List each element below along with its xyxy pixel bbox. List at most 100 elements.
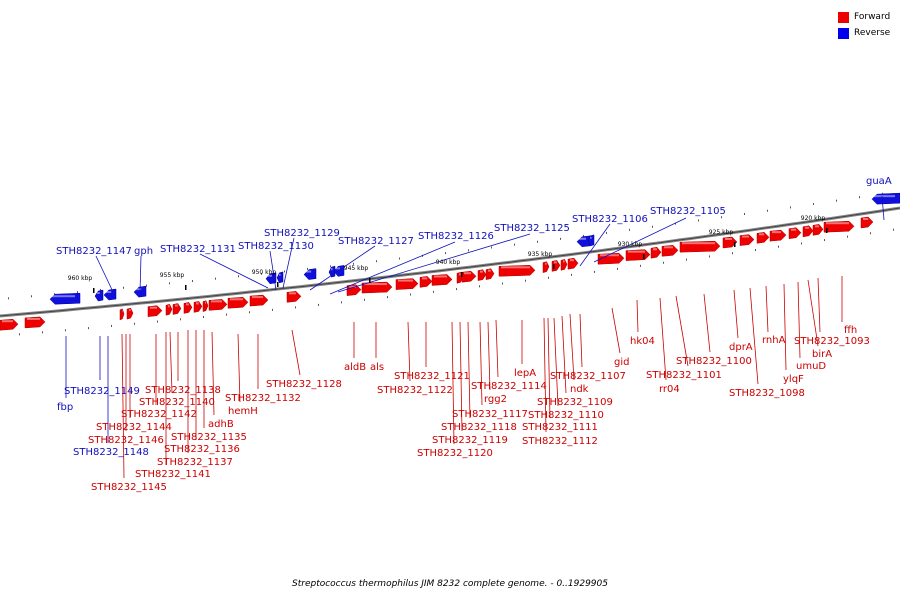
forward-gene[interactable] bbox=[679, 240, 721, 253]
forward-gene[interactable] bbox=[361, 281, 393, 294]
reverse-gene-label[interactable]: STH8232_1127 bbox=[338, 236, 414, 247]
reverse-gene[interactable] bbox=[94, 289, 104, 302]
forward-gene-label[interactable]: STH8232_1107 bbox=[550, 371, 626, 382]
forward-gene-label[interactable]: STH8232_1146 bbox=[88, 435, 164, 446]
forward-gene-label[interactable]: STH8232_1137 bbox=[157, 457, 233, 468]
reverse-gene-label[interactable]: STH8232_1126 bbox=[418, 231, 494, 242]
reverse-gene[interactable] bbox=[303, 268, 317, 280]
forward-gene-label[interactable]: STH8232_1098 bbox=[729, 388, 805, 399]
forward-gene[interactable] bbox=[567, 257, 579, 270]
forward-gene-label[interactable]: STH8232_1111 bbox=[522, 422, 598, 433]
forward-gene[interactable] bbox=[788, 227, 802, 239]
forward-gene[interactable] bbox=[119, 308, 125, 321]
forward-gene-label[interactable]: STH8232_1101 bbox=[646, 370, 722, 381]
forward-gene[interactable] bbox=[802, 225, 814, 238]
forward-gene-label[interactable]: STH8232_1120 bbox=[417, 448, 493, 459]
forward-gene-label[interactable]: gid bbox=[614, 357, 629, 368]
forward-gene-label[interactable]: hk04 bbox=[630, 336, 655, 347]
forward-gene[interactable] bbox=[126, 307, 134, 320]
forward-gene[interactable] bbox=[597, 252, 625, 265]
reverse-gene-label[interactable]: STH8232_1129 bbox=[264, 228, 340, 239]
forward-gene-label[interactable]: STH8232_1117 bbox=[452, 409, 528, 420]
forward-gene-label[interactable]: STH8232_1141 bbox=[135, 469, 211, 480]
forward-gene-label[interactable]: STH8232_1100 bbox=[676, 356, 752, 367]
forward-gene-label[interactable]: STH8232_1110 bbox=[528, 410, 604, 421]
forward-gene[interactable] bbox=[769, 229, 787, 242]
forward-gene[interactable] bbox=[193, 301, 203, 313]
forward-gene-label[interactable]: rnhA bbox=[762, 335, 786, 346]
reverse-gene-label[interactable]: STH8232_1148 bbox=[73, 447, 149, 458]
forward-gene[interactable] bbox=[286, 291, 302, 303]
reverse-gene-label[interactable]: STH8232_1149 bbox=[64, 386, 140, 397]
forward-gene-label[interactable]: birA bbox=[812, 349, 832, 360]
forward-gene[interactable] bbox=[183, 302, 193, 314]
forward-gene[interactable] bbox=[756, 232, 770, 244]
reverse-gene-label[interactable]: STH8232_1147 bbox=[56, 246, 132, 257]
forward-gene-label[interactable]: als bbox=[370, 362, 384, 373]
forward-gene-label[interactable]: aldB bbox=[344, 362, 366, 373]
forward-gene-label[interactable]: STH8232_1122 bbox=[377, 385, 453, 396]
reverse-gene-label[interactable]: fbp bbox=[57, 402, 73, 413]
forward-gene-label[interactable]: STH8232_1145 bbox=[91, 482, 167, 493]
forward-gene-label[interactable]: ffh bbox=[844, 325, 857, 336]
forward-gene-label[interactable]: adhB bbox=[208, 419, 234, 430]
forward-gene[interactable] bbox=[477, 269, 487, 281]
forward-gene[interactable] bbox=[172, 303, 182, 315]
forward-gene[interactable] bbox=[498, 265, 536, 277]
forward-gene-label[interactable]: umuD bbox=[796, 361, 826, 372]
reverse-gene[interactable] bbox=[276, 271, 284, 284]
forward-gene-label[interactable]: STH8232_1140 bbox=[139, 397, 215, 408]
forward-gene-label[interactable]: STH8232_1118 bbox=[441, 422, 517, 433]
reverse-gene[interactable] bbox=[333, 265, 345, 277]
forward-gene[interactable] bbox=[431, 274, 453, 286]
forward-gene[interactable] bbox=[461, 270, 477, 283]
forward-gene-label[interactable]: STH8232_1136 bbox=[164, 444, 240, 455]
forward-gene[interactable] bbox=[227, 297, 249, 309]
forward-gene-label[interactable]: STH8232_1138 bbox=[145, 385, 221, 396]
forward-gene[interactable] bbox=[860, 216, 874, 229]
forward-gene-label[interactable]: STH8232_1119 bbox=[432, 435, 508, 446]
forward-gene-label[interactable]: STH8232_1121 bbox=[394, 371, 470, 382]
forward-gene-label[interactable]: STH8232_1093 bbox=[794, 336, 870, 347]
reverse-gene[interactable] bbox=[49, 292, 81, 305]
forward-gene-label[interactable]: rgg2 bbox=[484, 394, 507, 405]
forward-gene-label[interactable]: STH8232_1132 bbox=[225, 393, 301, 404]
forward-gene[interactable] bbox=[346, 284, 362, 296]
reverse-gene-label[interactable]: STH8232_1106 bbox=[572, 214, 648, 225]
forward-gene-label[interactable]: STH8232_1109 bbox=[537, 397, 613, 408]
forward-gene-label[interactable]: rr04 bbox=[659, 384, 680, 395]
reverse-gene-label[interactable]: guaA bbox=[866, 176, 892, 187]
forward-gene-label[interactable]: ndk bbox=[570, 384, 589, 395]
forward-gene[interactable] bbox=[147, 305, 163, 317]
reverse-gene[interactable] bbox=[103, 288, 117, 301]
reverse-gene-label[interactable]: STH8232_1105 bbox=[650, 206, 726, 217]
forward-gene-label[interactable]: STH8232_1114 bbox=[471, 381, 547, 392]
forward-gene-label[interactable]: STH8232_1128 bbox=[266, 379, 342, 390]
forward-gene-label[interactable]: STH8232_1142 bbox=[121, 409, 197, 420]
forward-gene[interactable] bbox=[165, 303, 173, 316]
forward-gene-label[interactable]: lepA bbox=[514, 368, 536, 379]
forward-gene[interactable] bbox=[0, 318, 19, 331]
reverse-gene[interactable] bbox=[871, 192, 900, 205]
forward-gene[interactable] bbox=[249, 294, 269, 307]
forward-gene[interactable] bbox=[202, 300, 209, 312]
reverse-gene-label[interactable]: gph bbox=[134, 246, 153, 257]
reverse-gene[interactable] bbox=[587, 234, 595, 247]
forward-gene-label[interactable]: dprA bbox=[729, 342, 753, 353]
reverse-gene-label[interactable]: STH8232_1130 bbox=[238, 241, 314, 252]
forward-gene[interactable] bbox=[823, 220, 855, 233]
forward-gene-label[interactable]: hemH bbox=[228, 406, 258, 417]
forward-gene[interactable] bbox=[419, 276, 433, 288]
forward-gene[interactable] bbox=[812, 224, 824, 236]
forward-gene-label[interactable]: STH8232_1144 bbox=[96, 422, 172, 433]
forward-gene-label[interactable]: ylqF bbox=[783, 374, 804, 385]
forward-gene[interactable] bbox=[661, 245, 679, 257]
forward-gene[interactable] bbox=[560, 259, 568, 271]
forward-gene[interactable] bbox=[485, 268, 495, 280]
forward-gene[interactable] bbox=[208, 299, 228, 311]
forward-gene[interactable] bbox=[739, 234, 755, 246]
forward-gene-label[interactable]: STH8232_1112 bbox=[522, 436, 598, 447]
reverse-gene-label[interactable]: STH8232_1131 bbox=[160, 244, 236, 255]
reverse-gene-label[interactable]: STH8232_1125 bbox=[494, 223, 570, 234]
forward-gene[interactable] bbox=[542, 261, 550, 273]
